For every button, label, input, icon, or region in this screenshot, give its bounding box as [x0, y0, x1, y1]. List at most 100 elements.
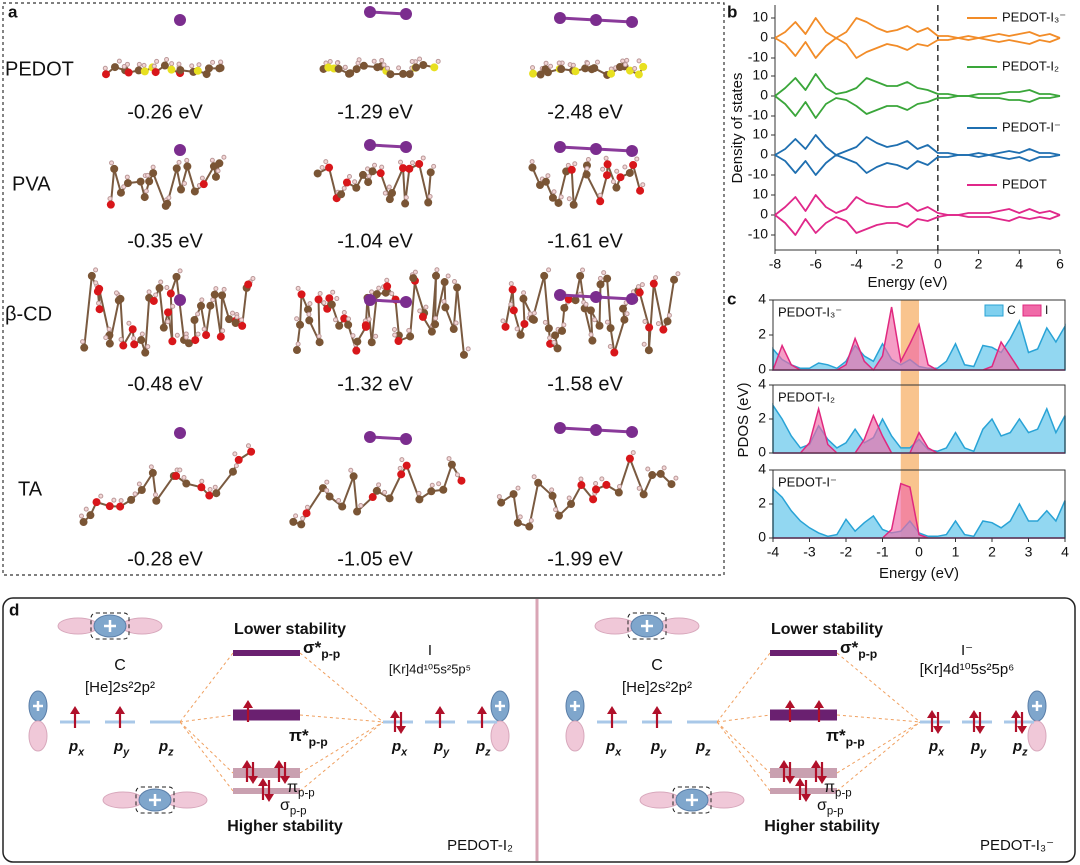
atom	[295, 341, 301, 347]
electron-head	[817, 776, 827, 784]
atom	[110, 164, 119, 173]
atom	[191, 336, 200, 345]
electron-head	[779, 760, 789, 768]
orbital-lobe	[703, 791, 745, 809]
atom	[199, 297, 205, 303]
atom	[528, 315, 537, 324]
atom	[334, 296, 340, 302]
iodine-atom	[554, 422, 566, 434]
atom	[306, 311, 312, 317]
mo-label: πp-p	[287, 779, 315, 799]
binding-energy: -0.35 eV	[127, 230, 203, 252]
y-tick-label: 10	[752, 126, 768, 142]
atom	[663, 317, 672, 326]
dos-line	[774, 134, 1061, 156]
y-tick-label: 0	[758, 529, 766, 545]
atom	[508, 285, 517, 294]
atom	[148, 468, 157, 477]
atom	[529, 159, 535, 165]
atom	[620, 315, 629, 324]
atom	[436, 481, 442, 487]
legend-label: PEDOT-I₃⁻	[1002, 9, 1066, 24]
binding-energy: -1.99 eV	[547, 548, 623, 570]
binding-energy: -0.28 eV	[127, 548, 203, 570]
atom	[589, 495, 598, 504]
atom	[434, 267, 440, 273]
atom	[405, 70, 414, 79]
binding-energy: -1.61 eV	[547, 230, 623, 252]
atom	[571, 296, 580, 305]
atom	[583, 301, 589, 307]
bond	[647, 283, 655, 351]
ao-label-sub: x	[77, 746, 85, 758]
atom	[661, 465, 667, 471]
atom	[201, 326, 207, 332]
iodine-atom	[364, 431, 376, 443]
atom	[601, 270, 607, 276]
atom	[169, 61, 175, 67]
atom	[636, 485, 642, 491]
atom	[546, 267, 552, 273]
atom	[170, 303, 176, 309]
atom	[181, 181, 187, 187]
atom	[193, 66, 202, 75]
electron-head	[243, 700, 253, 708]
atom	[315, 338, 324, 347]
electron-head	[785, 776, 795, 784]
bond	[598, 284, 602, 326]
atom	[361, 321, 370, 330]
ao-label-base: p	[68, 738, 78, 755]
atom	[592, 485, 601, 494]
atom	[604, 319, 610, 325]
atom	[92, 498, 101, 507]
mo-level	[233, 768, 300, 778]
subplot-label: PEDOT-I₃⁻	[778, 304, 842, 319]
atom	[184, 339, 193, 348]
atom	[528, 163, 537, 172]
atom	[316, 333, 322, 339]
legend-swatch	[1022, 304, 1042, 317]
y-tick-label: 0	[758, 361, 766, 377]
atom	[607, 69, 616, 78]
atom	[80, 343, 89, 352]
atom	[516, 330, 525, 339]
atom	[384, 277, 390, 283]
atom	[294, 316, 300, 322]
atom	[588, 336, 597, 345]
atom	[582, 170, 591, 179]
mo-label-sub: p-p	[827, 806, 844, 818]
atom	[500, 318, 506, 324]
bond	[155, 475, 175, 502]
atom	[543, 68, 552, 77]
atom	[572, 161, 578, 167]
atom	[445, 273, 451, 279]
atom	[196, 62, 202, 68]
atom	[190, 187, 199, 196]
atom	[399, 69, 408, 78]
mo-label-sub: p-p	[309, 735, 328, 749]
atom	[352, 179, 358, 185]
atom	[670, 275, 679, 284]
iodine-bond	[559, 16, 597, 22]
atom	[231, 319, 240, 328]
ao-label: px	[391, 738, 408, 758]
atom	[215, 168, 221, 174]
plus	[33, 701, 43, 711]
mo-label: πp-p	[824, 779, 852, 799]
atom	[588, 332, 594, 338]
y-tick-label: 4	[758, 376, 766, 392]
atom	[332, 317, 338, 323]
atom	[427, 327, 436, 336]
atom	[373, 333, 379, 339]
atom	[87, 271, 96, 280]
bond	[409, 280, 416, 337]
electron-head	[801, 794, 811, 802]
atom	[435, 58, 441, 64]
atom	[176, 159, 182, 165]
atom	[234, 314, 240, 320]
atom	[449, 325, 458, 334]
atom	[376, 169, 385, 178]
atom	[599, 476, 605, 482]
atom	[98, 493, 104, 499]
atom	[551, 339, 557, 345]
